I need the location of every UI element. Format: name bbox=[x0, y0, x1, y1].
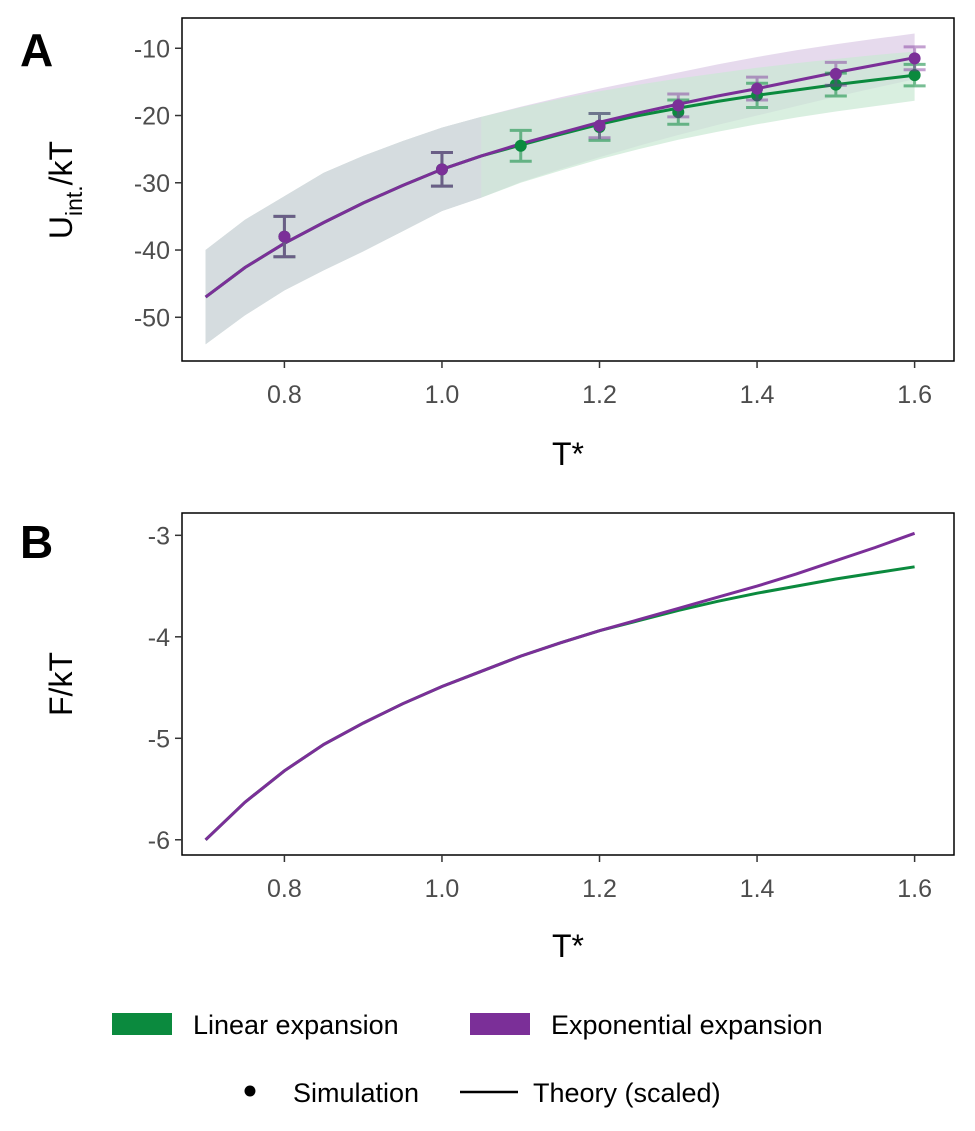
exponential-theory-line bbox=[204, 56, 915, 299]
legend-linear-label: Linear expansion bbox=[193, 1010, 399, 1040]
exponential-simulation-point bbox=[593, 119, 606, 132]
exponential-simulation-point bbox=[829, 67, 842, 80]
exponential-simulation-point bbox=[435, 163, 448, 176]
linear-confidence-band bbox=[205, 51, 915, 345]
panel-a-y-title-sub: int. bbox=[61, 185, 87, 216]
panel-a-y-tick-label: -50 bbox=[134, 304, 170, 332]
legend-simulation-marker bbox=[244, 1085, 256, 1097]
linear-simulation-point bbox=[908, 69, 921, 82]
panel-b-y-tick-label: -6 bbox=[148, 827, 170, 855]
overlap-confidence-band bbox=[205, 116, 482, 345]
panel-b-x-tick-label: 1.0 bbox=[425, 875, 460, 903]
panel-b-x-ticks: 0.8 1.0 1.2 1.4 1.6 bbox=[267, 855, 932, 903]
panel-b-x-tick-label: 1.4 bbox=[740, 875, 775, 903]
exponential-simulation-point bbox=[672, 99, 685, 112]
panel-b-x-tick-label: 1.2 bbox=[582, 875, 617, 903]
legend-simulation-label: Simulation bbox=[293, 1078, 419, 1108]
exponential-simulation-point bbox=[908, 52, 921, 65]
panel-b-y-tick-label: -4 bbox=[148, 624, 170, 652]
panel-a-y-tick-label: -30 bbox=[134, 170, 170, 198]
legend: Linear expansion Exponential expansion S… bbox=[112, 1010, 823, 1108]
panel-a-x-tick-label: 1.2 bbox=[582, 381, 617, 409]
panel-a-y-tick-label: -40 bbox=[134, 237, 170, 265]
svg-text:Uint./kT: Uint./kT bbox=[43, 141, 87, 239]
legend-exponential-swatch bbox=[470, 1013, 530, 1035]
panel-a-y-title-main: U bbox=[43, 216, 79, 239]
panel-a-bands bbox=[205, 33, 915, 345]
panel-a-letter: A bbox=[20, 24, 53, 76]
panel-b-frame bbox=[181, 512, 955, 856]
panel-a-y-ticks: -10 -20 -30 -40 -50 bbox=[134, 35, 182, 332]
panel-b-y-title: F/kT bbox=[43, 652, 79, 716]
panel-a-x-tick-label: 1.0 bbox=[425, 381, 460, 409]
linear-simulation-point bbox=[514, 139, 527, 152]
exponential-simulation-point bbox=[278, 230, 291, 243]
panel-b-x-tick-label: 0.8 bbox=[267, 875, 302, 903]
panel-a-x-tick-label: 1.6 bbox=[897, 381, 932, 409]
panel-b-y-tick-label: -5 bbox=[148, 725, 170, 753]
panel-a-x-ticks: 0.8 1.0 1.2 1.4 1.6 bbox=[267, 361, 932, 409]
legend-theory-label: Theory (scaled) bbox=[533, 1078, 721, 1108]
panel-b-x-tick-label: 1.6 bbox=[897, 875, 932, 903]
panel-a-theory-lines bbox=[204, 56, 915, 299]
panel-b: B -3 -4 -5 -6 0.8 1.0 1.2 1.4 1.6 T* F/kT bbox=[20, 512, 955, 964]
panel-a-x-title: T* bbox=[552, 436, 584, 472]
panel-a-x-tick-label: 0.8 bbox=[267, 381, 302, 409]
panel-a-y-title: Uint./kT bbox=[43, 141, 87, 239]
legend-exponential-label: Exponential expansion bbox=[551, 1010, 823, 1040]
panel-b-y-tick-label: -3 bbox=[148, 522, 170, 550]
panel-a-x-tick-label: 1.4 bbox=[740, 381, 775, 409]
panel-a-y-tick-label: -20 bbox=[134, 103, 170, 131]
panel-a-y-title-tail: /kT bbox=[43, 141, 79, 185]
panel-b-x-title: T* bbox=[552, 928, 584, 964]
panel-a: A -10 -20 -30 -40 -50 0.8 1.0 1.2 1.4 1.6 T* Uin… bbox=[20, 17, 955, 472]
panel-b-letter: B bbox=[20, 516, 53, 568]
panel-b-y-ticks: -3 -4 -5 -6 bbox=[148, 522, 182, 855]
panel-a-frame bbox=[181, 17, 955, 362]
exponential-free-energy-line bbox=[204, 531, 916, 841]
panel-a-simulation-points bbox=[273, 45, 926, 259]
exponential-simulation-point bbox=[751, 82, 764, 95]
linear-free-energy-line bbox=[204, 565, 915, 841]
legend-linear-swatch bbox=[112, 1013, 172, 1035]
panel-b-lines bbox=[204, 531, 916, 841]
linear-simulation-point bbox=[829, 78, 842, 91]
panel-a-y-tick-label: -10 bbox=[134, 35, 170, 63]
